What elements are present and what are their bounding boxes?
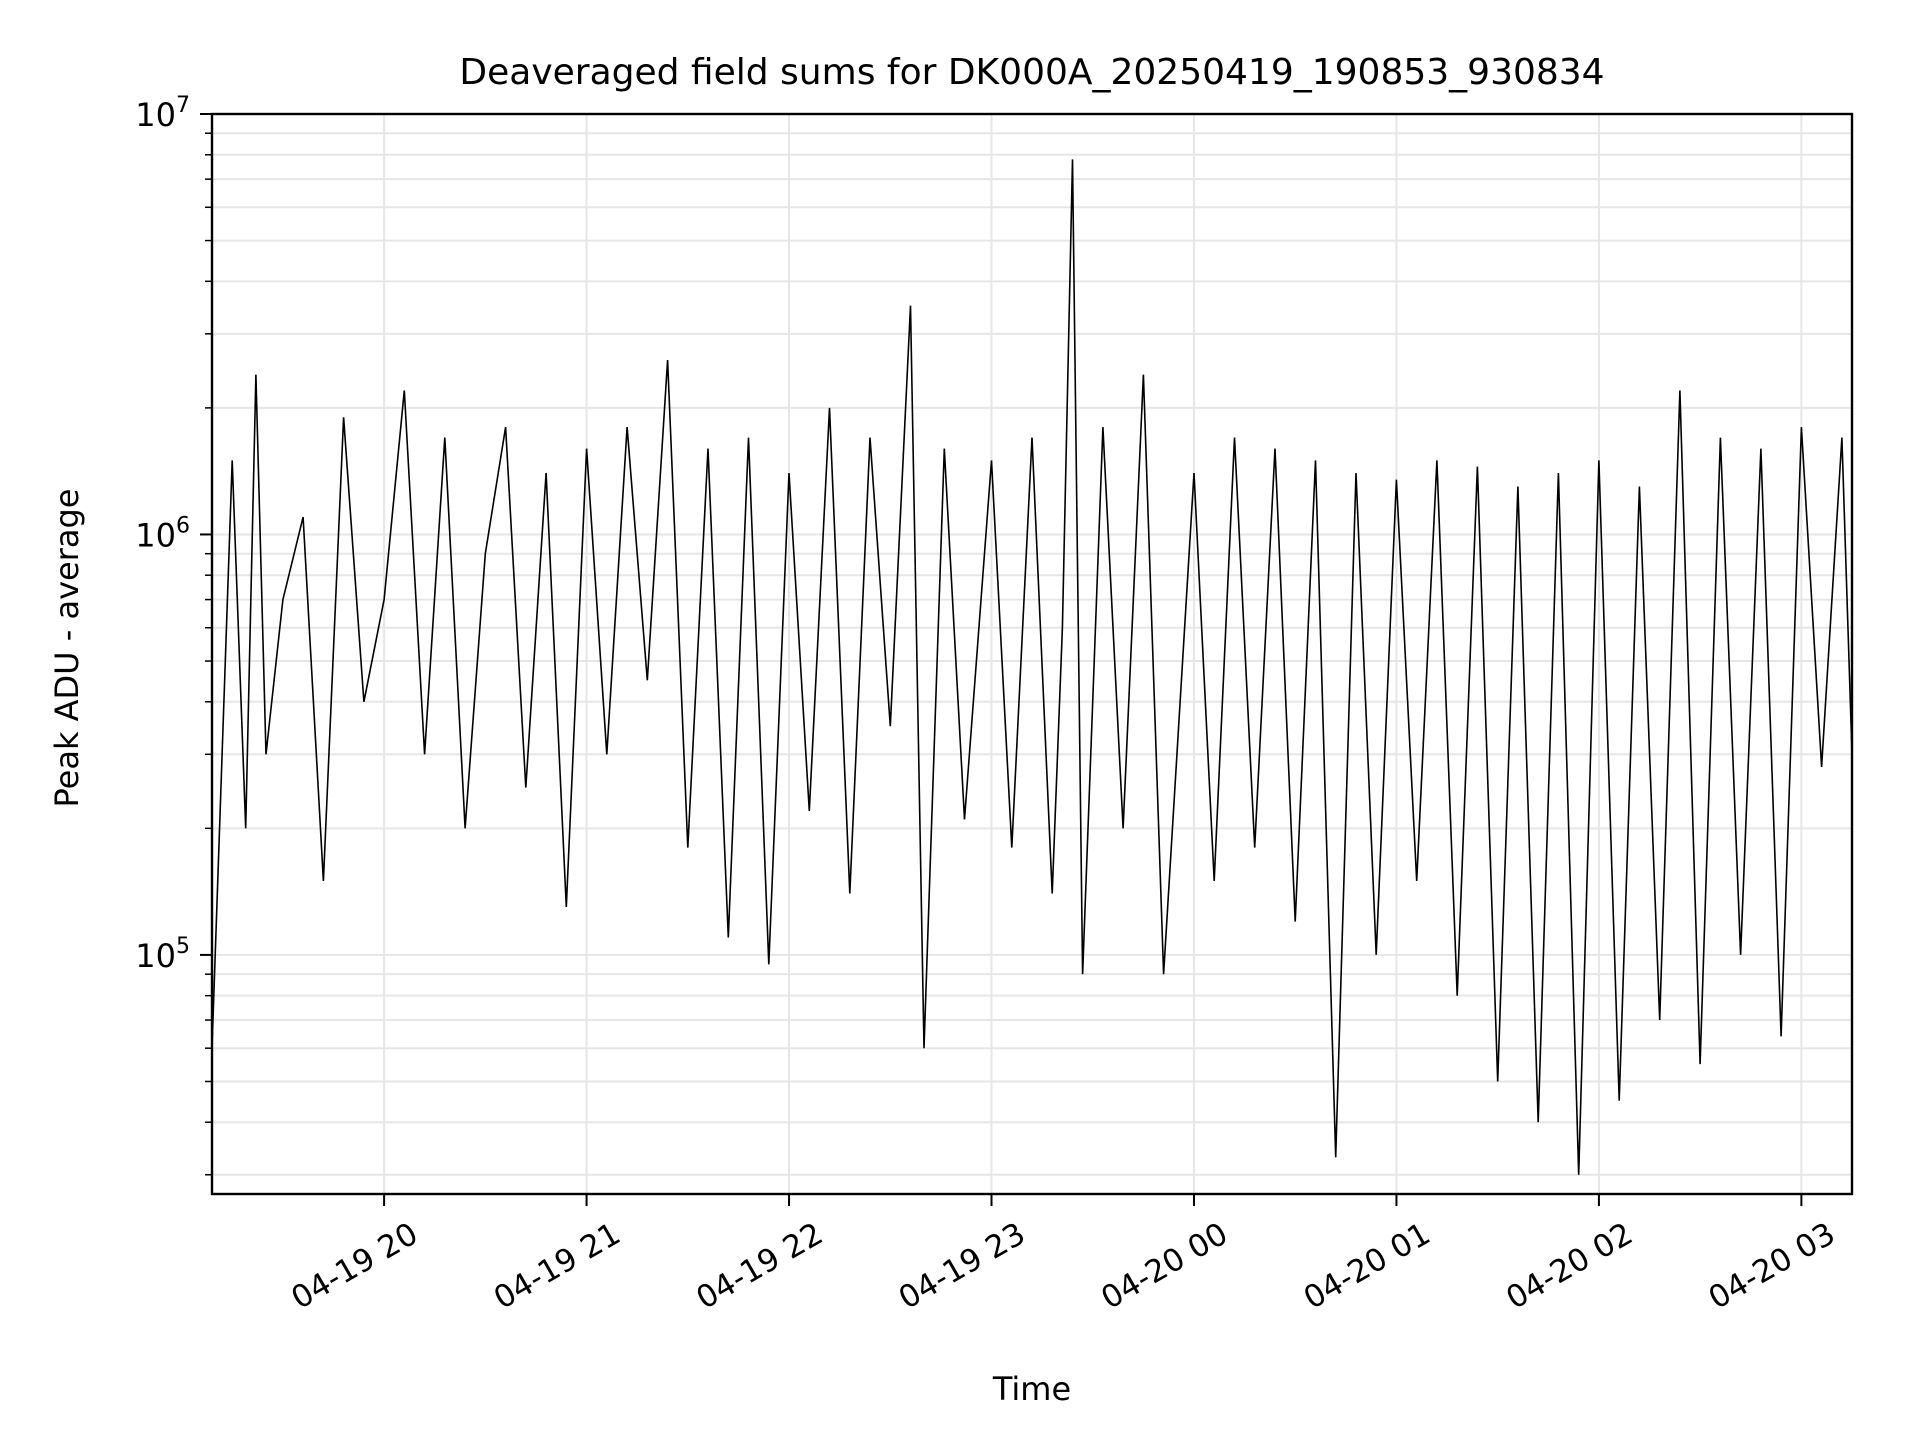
y-tick-label: 105 [135, 934, 190, 975]
y-tick-label: 107 [135, 93, 190, 134]
series-line [212, 159, 1852, 1175]
y-axis-label: Peak ADU - average [48, 489, 86, 808]
y-tick-label: 106 [135, 513, 190, 554]
chart-title: Deaveraged field sums for DK000A_2025041… [459, 52, 1604, 93]
plot-area [212, 159, 1852, 1175]
plot-frame [210, 112, 1854, 1196]
x-axis-label: Time [992, 1370, 1071, 1408]
